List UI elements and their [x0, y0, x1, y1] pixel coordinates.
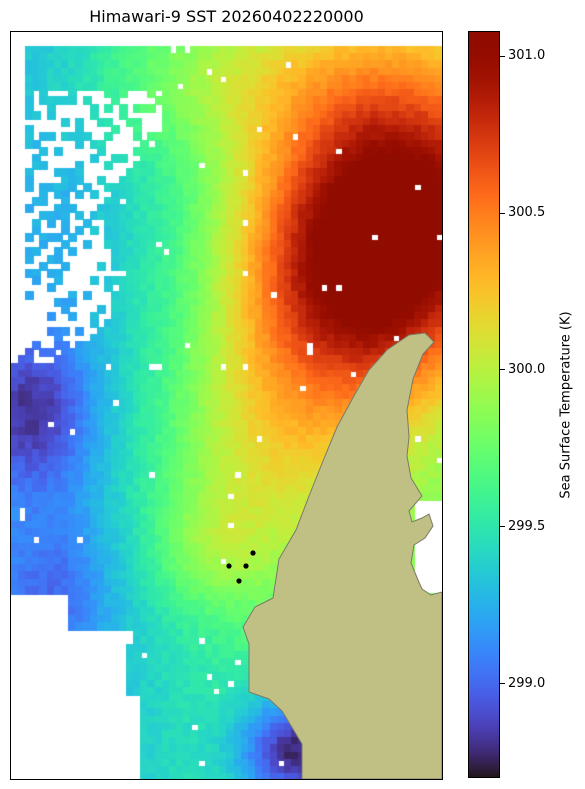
colorbar-tick-label: 300.5	[508, 205, 546, 221]
colorbar	[468, 31, 500, 778]
colorbar-tick-label: 299.5	[508, 518, 546, 534]
land-mass	[242, 332, 442, 779]
colorbar-tick-label: 301.0	[508, 48, 546, 64]
station-markers	[226, 550, 256, 584]
colorbar-label: Sea Surface Temperature (K)	[558, 311, 574, 499]
colorbar-tick-label: 300.0	[508, 361, 546, 377]
map-overlay	[226, 332, 442, 779]
colorbar-tick-label: 299.0	[508, 675, 546, 691]
station-marker	[250, 550, 256, 556]
station-marker	[236, 578, 242, 584]
station-marker	[226, 563, 232, 569]
map-title: Himawari-9 SST 20260402220000	[89, 7, 364, 26]
sst-map	[10, 31, 443, 780]
colorbar-ticks: 299.0 299.5 300.0 300.5 301.0	[500, 31, 560, 778]
station-marker	[243, 563, 249, 569]
